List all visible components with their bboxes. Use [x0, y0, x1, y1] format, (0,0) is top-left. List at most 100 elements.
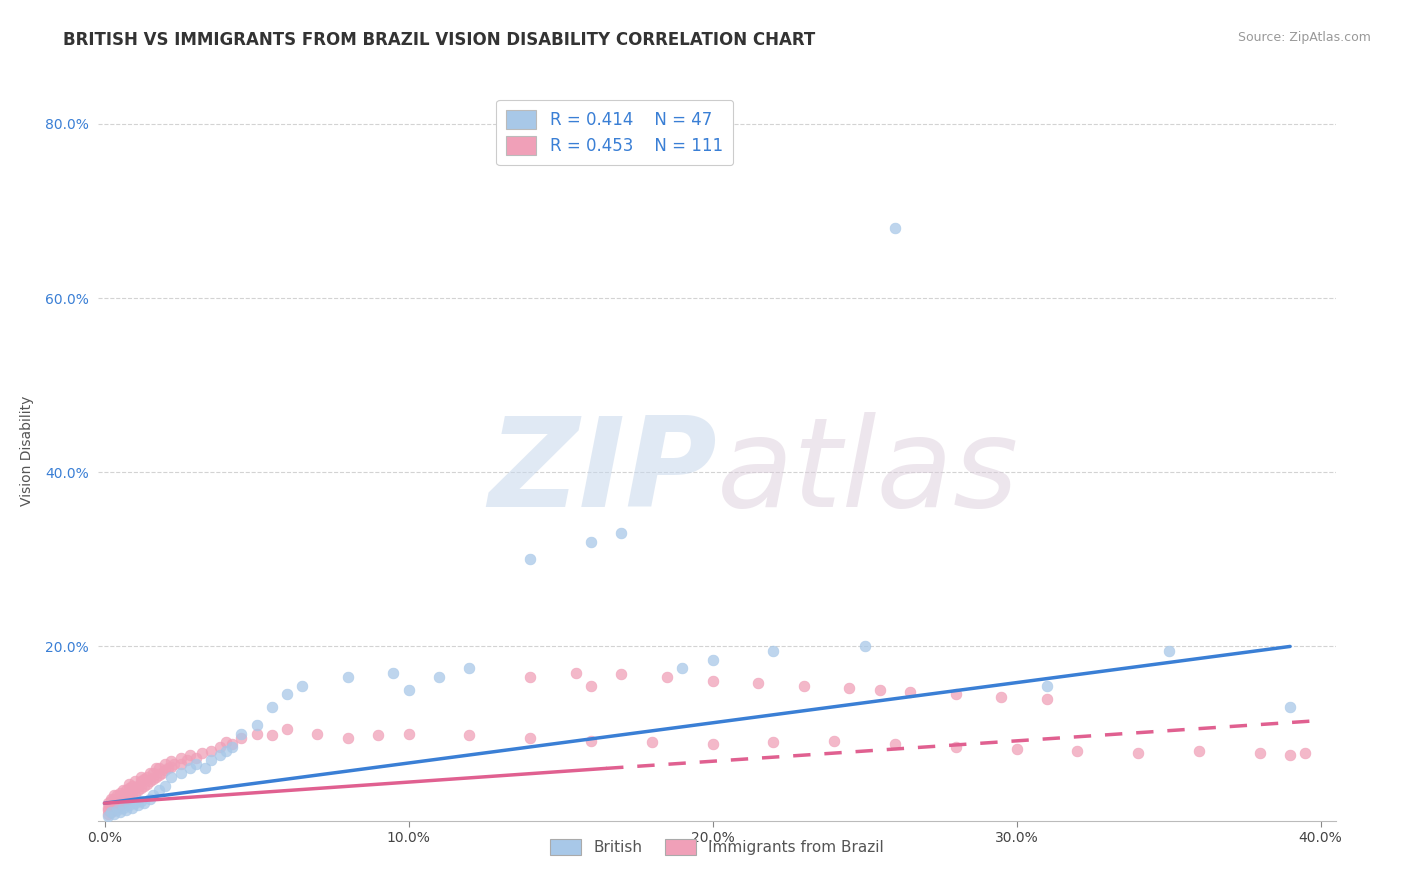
Point: [129, 780, 152, 795]
Point: [176, 753, 198, 767]
Point: [519, 552, 541, 566]
Point: [231, 726, 253, 740]
Point: [103, 792, 125, 806]
Y-axis label: Vision Disability: Vision Disability: [20, 395, 34, 506]
Point: [114, 803, 136, 817]
Point: [105, 800, 128, 814]
Point: [307, 726, 329, 740]
Point: [883, 737, 905, 751]
Point: [155, 763, 177, 777]
Point: [121, 783, 143, 797]
Point: [260, 728, 283, 742]
Point: [129, 774, 152, 789]
Point: [702, 652, 724, 666]
Legend: British, Immigrants from Brazil: British, Immigrants from Brazil: [544, 833, 890, 861]
Point: [641, 735, 664, 749]
Point: [169, 751, 191, 765]
Point: [793, 679, 815, 693]
Point: [1066, 744, 1088, 758]
Point: [129, 770, 152, 784]
Point: [105, 788, 128, 802]
Point: [145, 770, 167, 784]
Point: [124, 796, 146, 810]
Point: [179, 761, 201, 775]
Point: [458, 661, 481, 675]
Point: [103, 806, 125, 821]
Point: [276, 687, 298, 701]
Point: [671, 661, 693, 675]
Text: ZIP: ZIP: [488, 412, 717, 533]
Point: [945, 687, 967, 701]
Point: [105, 796, 128, 810]
Point: [610, 526, 633, 541]
Point: [124, 774, 146, 789]
Point: [96, 800, 118, 814]
Point: [100, 792, 122, 806]
Point: [155, 779, 177, 793]
Point: [103, 799, 125, 814]
Point: [823, 733, 845, 747]
Point: [111, 796, 134, 810]
Point: [157, 761, 180, 775]
Point: [121, 789, 143, 804]
Point: [96, 806, 118, 821]
Text: Source: ZipAtlas.com: Source: ZipAtlas.com: [1237, 31, 1371, 45]
Point: [139, 792, 162, 806]
Point: [208, 748, 231, 763]
Point: [945, 739, 967, 754]
Point: [118, 788, 141, 802]
Point: [111, 792, 134, 806]
Point: [702, 674, 724, 689]
Point: [898, 684, 921, 698]
Point: [129, 795, 152, 809]
Point: [96, 796, 118, 810]
Point: [114, 795, 136, 809]
Point: [132, 772, 155, 786]
Point: [148, 783, 170, 797]
Point: [382, 665, 405, 680]
Point: [1157, 644, 1180, 658]
Point: [245, 718, 267, 732]
Point: [458, 728, 481, 742]
Point: [111, 783, 134, 797]
Point: [179, 748, 201, 763]
Point: [1279, 748, 1302, 763]
Point: [610, 667, 633, 681]
Point: [124, 788, 146, 802]
Point: [1036, 679, 1059, 693]
Point: [519, 670, 541, 684]
Point: [160, 755, 183, 769]
Point: [142, 788, 165, 802]
Point: [367, 728, 389, 742]
Point: [111, 788, 134, 802]
Point: [762, 735, 785, 749]
Point: [108, 786, 131, 800]
Point: [118, 777, 141, 791]
Point: [163, 757, 186, 772]
Point: [118, 792, 141, 806]
Point: [184, 757, 207, 772]
Point: [100, 805, 122, 819]
Point: [215, 744, 238, 758]
Point: [148, 768, 170, 782]
Point: [111, 800, 134, 814]
Point: [100, 795, 122, 809]
Point: [108, 795, 131, 809]
Point: [127, 797, 149, 812]
Point: [108, 805, 131, 819]
Point: [564, 665, 586, 680]
Point: [142, 765, 165, 780]
Point: [100, 797, 122, 812]
Point: [579, 535, 602, 549]
Point: [291, 679, 314, 693]
Point: [1279, 700, 1302, 714]
Point: [100, 805, 122, 819]
Point: [883, 221, 905, 235]
Point: [139, 774, 162, 789]
Point: [519, 731, 541, 745]
Point: [121, 779, 143, 793]
Point: [336, 670, 359, 684]
Text: BRITISH VS IMMIGRANTS FROM BRAZIL VISION DISABILITY CORRELATION CHART: BRITISH VS IMMIGRANTS FROM BRAZIL VISION…: [63, 31, 815, 49]
Point: [869, 683, 891, 698]
Point: [762, 644, 785, 658]
